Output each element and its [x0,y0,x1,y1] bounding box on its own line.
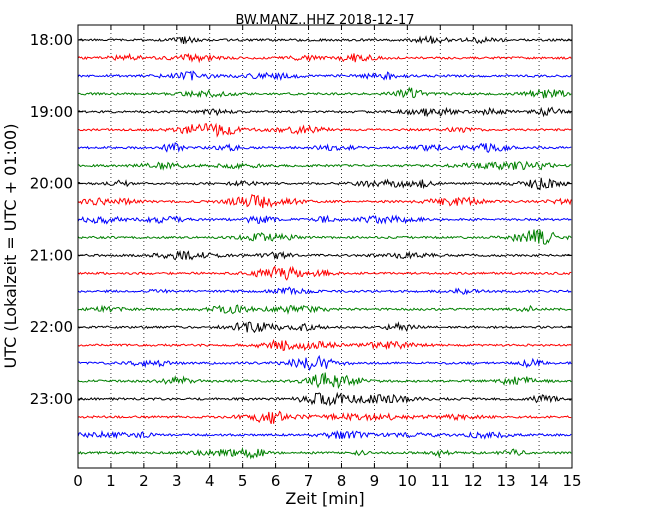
seismogram-trace-2130 [77,286,572,296]
x-tick-label: 15 [562,472,581,490]
y-tick-label: 21:00 [30,246,73,264]
seismogram-traces [77,35,572,460]
x-tick-label: 3 [172,472,182,490]
x-tick-label: 5 [238,472,248,490]
seismogram-trace-1800 [77,35,572,45]
seismogram-trace-1845 [77,86,572,99]
seismogram-trace-1915 [77,122,572,138]
axis-ticks: 0 1 2 3 4 5 6 7 8 9 10 11 12 13 14 1518:0019:0020:0021:… [30,25,582,490]
y-tick-label: 23:00 [30,390,73,408]
x-tick-label: 2 [139,472,149,490]
x-tick-label: 1 [106,472,116,490]
seismogram-trace-2245 [77,372,572,390]
x-tick-label: 8 [337,472,347,490]
y-tick-label: 18:00 [30,31,73,49]
x-tick-label: 9 [370,472,380,490]
seismogram-trace-2300 [77,391,572,407]
seismogram-trace-2200 [77,321,572,334]
seismogram-trace-2045 [77,229,572,245]
y-axis-label: UTC (Lokalzeit = UTC + 01:00) [1,124,20,369]
seismogram-trace-2115 [77,265,572,281]
x-tick-label: 10 [398,472,417,490]
x-tick-label: 6 [271,472,281,490]
seismogram-trace-2015 [77,193,572,209]
seismogram-trace-1815 [77,52,572,64]
y-tick-label: 19:00 [30,103,73,121]
seismogram-trace-2345 [77,446,572,460]
seismogram-trace-2330 [77,429,572,440]
y-tick-label: 22:00 [30,318,73,336]
chart-title: BW.MANZ..HHZ 2018-12-17 [235,13,414,28]
plot-frame [77,24,573,469]
x-tick-label: 11 [431,472,450,490]
seismogram-trace-2100 [77,249,572,261]
y-tick-label: 20:00 [30,175,73,193]
x-axis-label: Zeit [min] [285,489,364,508]
grid-lines [110,25,540,468]
seismogram-trace-1900 [77,106,572,118]
seismogram-trace-2230 [77,354,572,371]
x-tick-label: 12 [464,472,483,490]
seismogram-trace-1830 [77,70,572,81]
seismogram-trace-2215 [77,338,572,352]
x-tick-label: 13 [497,472,516,490]
x-tick-label: 4 [205,472,215,490]
x-tick-label: 14 [530,472,549,490]
seismogram-trace-1945 [77,160,572,171]
seismogram-trace-2030 [77,214,572,225]
x-tick-label: 0 [73,472,83,490]
x-tick-label: 7 [304,472,314,490]
seismogram-trace-2145 [77,304,572,315]
seismogram-trace-2000 [77,177,572,191]
seismogram-trace-1930 [77,142,572,153]
seismogram-trace-2315 [77,410,572,424]
